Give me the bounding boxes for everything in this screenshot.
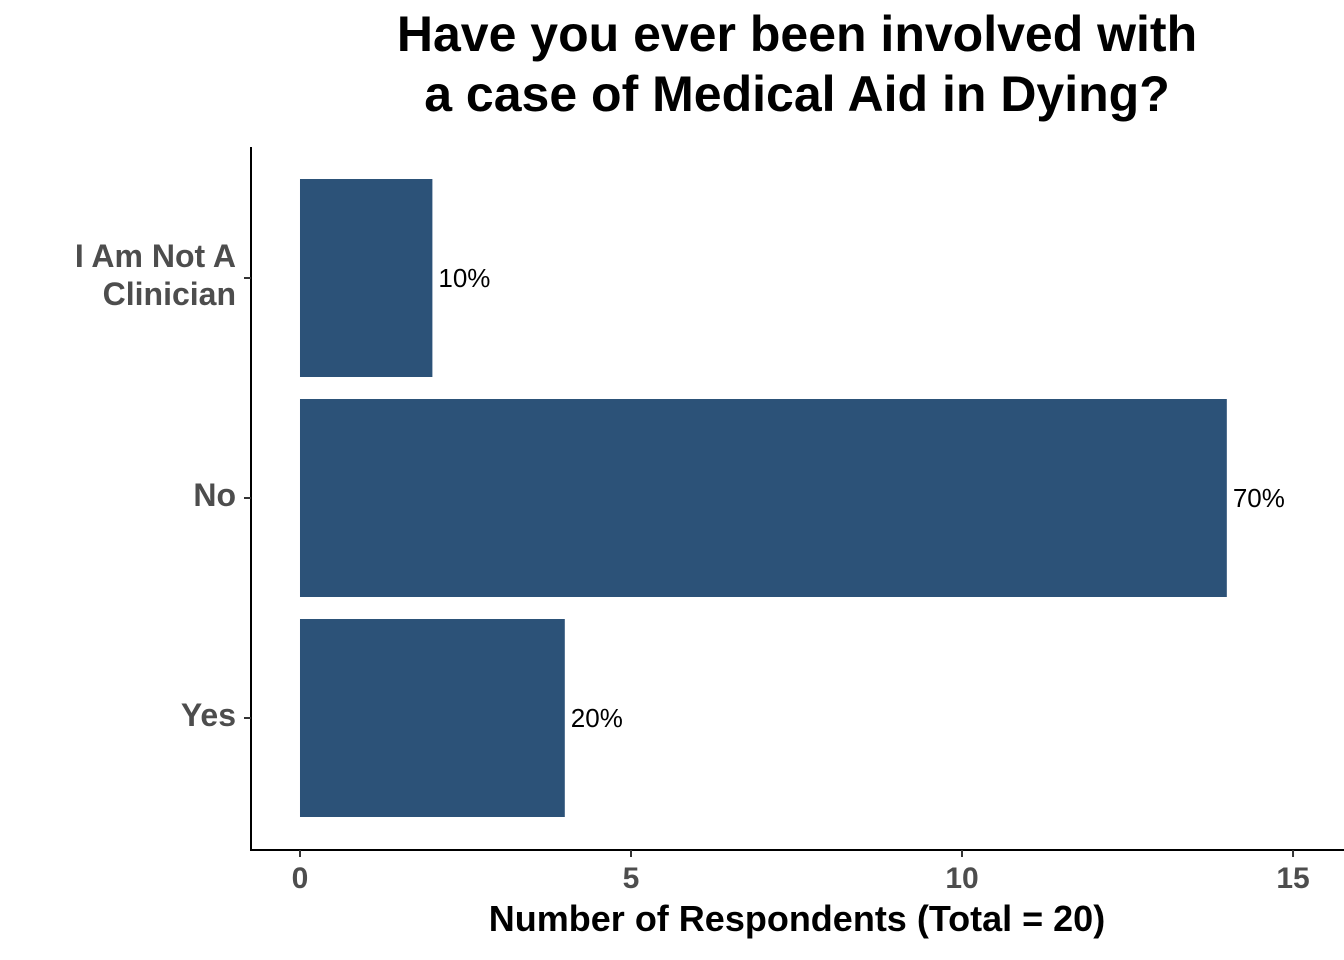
y-tick-label: I Am Not A Clinician: [75, 238, 236, 312]
value-label: 20%: [571, 703, 623, 733]
y-tick-label: Yes: [181, 697, 236, 733]
x-tick-label: 15: [1276, 862, 1309, 895]
x-tick-label: 0: [292, 862, 309, 895]
bar: [299, 179, 433, 377]
value-label: 70%: [1233, 483, 1285, 513]
y-tick-label: No: [193, 477, 236, 513]
bar: [299, 619, 565, 817]
x-axis-title: Number of Respondents (Total = 20): [489, 898, 1105, 939]
chart-title: Have you ever been involved with a case o…: [397, 6, 1197, 122]
x-tick-label: 10: [945, 862, 978, 895]
value-label: 10%: [438, 263, 490, 293]
x-tick-label: 5: [623, 862, 640, 895]
bar: [299, 399, 1227, 597]
